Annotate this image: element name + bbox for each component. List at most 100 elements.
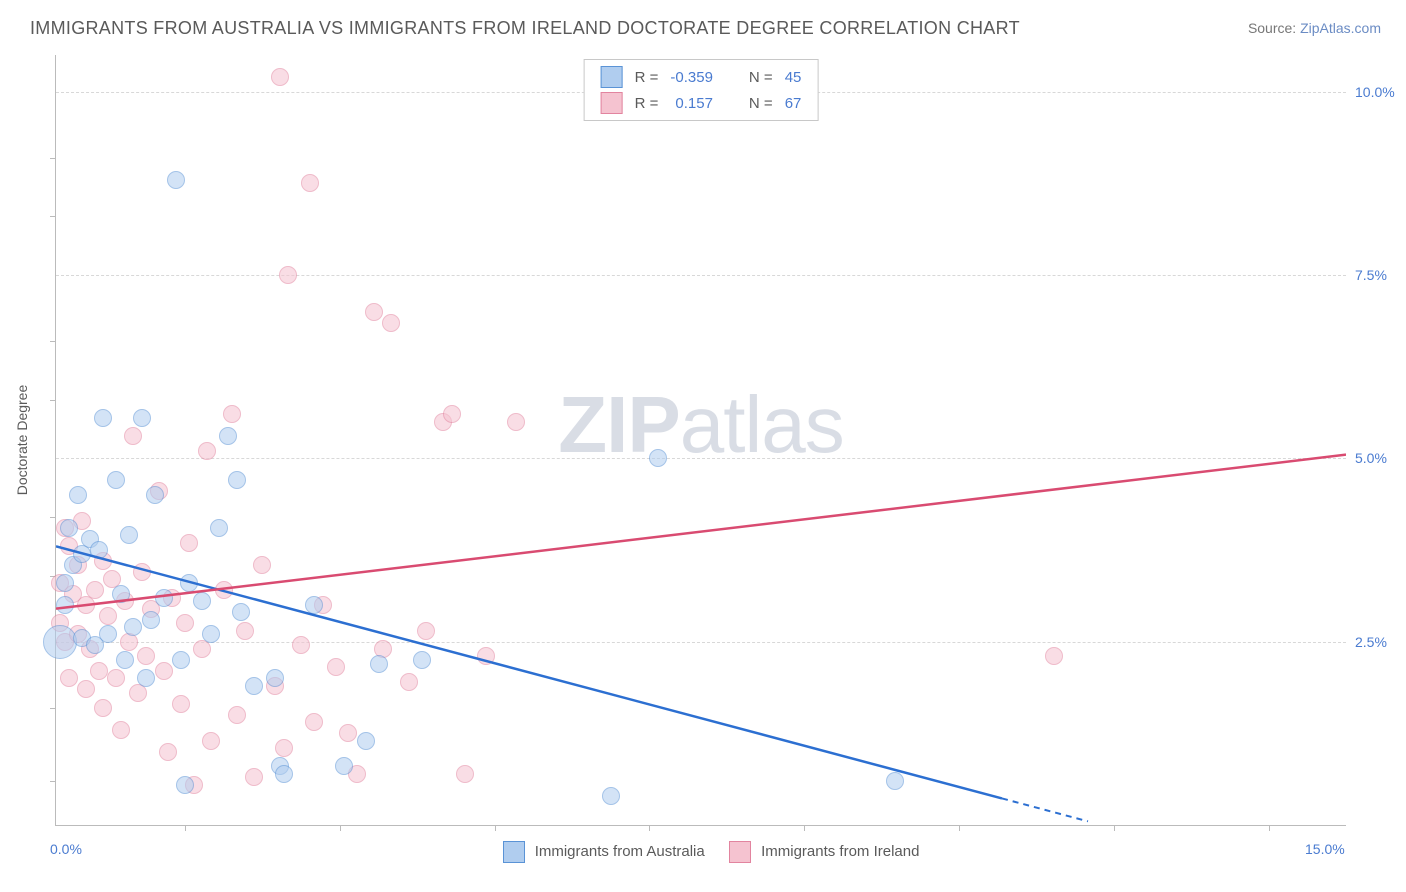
- scatter-point: [219, 427, 237, 445]
- scatter-point: [886, 772, 904, 790]
- scatter-plot-area: ZIPatlas R = -0.359 N = 45 R = 0.157 N =…: [55, 55, 1346, 826]
- scatter-point: [90, 662, 108, 680]
- legend-r-label: R =: [629, 90, 665, 116]
- scatter-point: [507, 413, 525, 431]
- scatter-point: [602, 787, 620, 805]
- legend-swatch-series-a: [503, 841, 525, 863]
- scatter-point: [90, 541, 108, 559]
- scatter-point: [137, 647, 155, 665]
- scatter-point: [1045, 647, 1063, 665]
- legend-row-series-a: R = -0.359 N = 45: [595, 64, 808, 90]
- scatter-point: [133, 563, 151, 581]
- scatter-point: [400, 673, 418, 691]
- scatter-point: [155, 589, 173, 607]
- legend-swatch-b: [601, 92, 623, 114]
- scatter-point: [142, 611, 160, 629]
- legend-n-label: N =: [743, 64, 779, 90]
- source-link[interactable]: ZipAtlas.com: [1300, 20, 1381, 36]
- scatter-point: [159, 743, 177, 761]
- scatter-point: [116, 651, 134, 669]
- scatter-point: [382, 314, 400, 332]
- legend-n-value-b: 67: [779, 90, 808, 116]
- x-tick: [959, 825, 960, 831]
- scatter-point: [112, 585, 130, 603]
- scatter-point: [56, 596, 74, 614]
- scatter-point: [107, 669, 125, 687]
- y-tick-label: 5.0%: [1355, 450, 1387, 466]
- scatter-point: [275, 739, 293, 757]
- chart-title: IMMIGRANTS FROM AUSTRALIA VS IMMIGRANTS …: [30, 18, 1020, 39]
- scatter-point: [443, 405, 461, 423]
- scatter-point: [94, 699, 112, 717]
- scatter-point: [60, 669, 78, 687]
- scatter-point: [335, 757, 353, 775]
- scatter-point: [279, 266, 297, 284]
- scatter-point: [232, 603, 250, 621]
- legend-swatch-series-b: [729, 841, 751, 863]
- y-tick: [50, 708, 56, 709]
- scatter-point: [370, 655, 388, 673]
- scatter-point: [649, 449, 667, 467]
- scatter-point: [245, 677, 263, 695]
- scatter-point: [60, 519, 78, 537]
- scatter-point: [133, 409, 151, 427]
- legend-row-series-b: R = 0.157 N = 67: [595, 90, 808, 116]
- y-tick: [50, 400, 56, 401]
- x-tick: [495, 825, 496, 831]
- legend-n-value-a: 45: [779, 64, 808, 90]
- y-tick: [50, 781, 56, 782]
- scatter-point: [56, 574, 74, 592]
- legend-correlation-box: R = -0.359 N = 45 R = 0.157 N = 67: [584, 59, 819, 121]
- x-tick: [1269, 825, 1270, 831]
- scatter-point: [365, 303, 383, 321]
- scatter-point: [253, 556, 271, 574]
- gridline: [56, 642, 1346, 643]
- watermark-light: atlas: [680, 380, 844, 469]
- legend-swatch-a: [601, 66, 623, 88]
- scatter-point: [198, 442, 216, 460]
- scatter-point: [236, 622, 254, 640]
- scatter-point: [223, 405, 241, 423]
- scatter-point: [180, 574, 198, 592]
- scatter-point: [146, 486, 164, 504]
- scatter-point: [477, 647, 495, 665]
- scatter-point: [172, 651, 190, 669]
- trendlines-layer: [56, 55, 1346, 825]
- scatter-point: [413, 651, 431, 669]
- scatter-point: [99, 607, 117, 625]
- legend-label-series-a: Immigrants from Australia: [535, 843, 705, 860]
- scatter-point: [228, 706, 246, 724]
- gridline: [56, 275, 1346, 276]
- scatter-point: [202, 625, 220, 643]
- scatter-point: [180, 534, 198, 552]
- legend-r-label: R =: [629, 64, 665, 90]
- scatter-point: [172, 695, 190, 713]
- y-axis-label: Doctorate Degree: [14, 385, 30, 496]
- scatter-point: [112, 721, 130, 739]
- scatter-point: [107, 471, 125, 489]
- scatter-point: [124, 427, 142, 445]
- scatter-point: [228, 471, 246, 489]
- scatter-point: [94, 409, 112, 427]
- y-tick: [50, 158, 56, 159]
- scatter-point: [339, 724, 357, 742]
- scatter-point: [124, 618, 142, 636]
- scatter-point: [327, 658, 345, 676]
- legend-series: Immigrants from Australia Immigrants fro…: [56, 841, 1346, 863]
- scatter-point: [176, 614, 194, 632]
- source-prefix: Source:: [1248, 20, 1300, 36]
- legend-n-label: N =: [743, 90, 779, 116]
- y-tick: [50, 216, 56, 217]
- scatter-point: [292, 636, 310, 654]
- scatter-point: [193, 592, 211, 610]
- scatter-point: [69, 486, 87, 504]
- source-attribution: Source: ZipAtlas.com: [1248, 20, 1381, 36]
- scatter-point: [77, 680, 95, 698]
- scatter-point: [120, 526, 138, 544]
- legend-r-value-a: -0.359: [664, 64, 719, 90]
- watermark: ZIPatlas: [558, 379, 843, 471]
- legend-label-series-b: Immigrants from Ireland: [761, 843, 919, 860]
- y-tick: [50, 517, 56, 518]
- scatter-point: [137, 669, 155, 687]
- scatter-point: [301, 174, 319, 192]
